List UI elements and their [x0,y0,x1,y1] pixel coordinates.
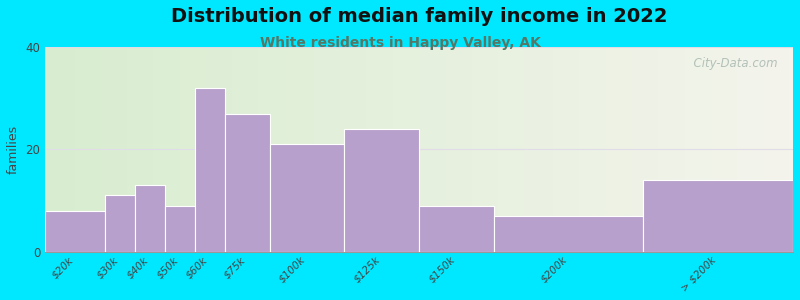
Bar [46,211,105,252]
Bar [643,180,793,252]
Bar [195,88,225,252]
Title: Distribution of median family income in 2022: Distribution of median family income in … [171,7,667,26]
Y-axis label: families: families [7,125,20,174]
Bar [344,129,419,252]
Bar [225,113,270,252]
Bar [419,206,494,252]
Bar [270,144,344,252]
Bar [494,216,643,252]
Bar [135,185,165,252]
Text: White residents in Happy Valley, AK: White residents in Happy Valley, AK [259,36,541,50]
Bar [105,195,135,252]
Text: City-Data.com: City-Data.com [686,57,778,70]
Bar [165,206,195,252]
